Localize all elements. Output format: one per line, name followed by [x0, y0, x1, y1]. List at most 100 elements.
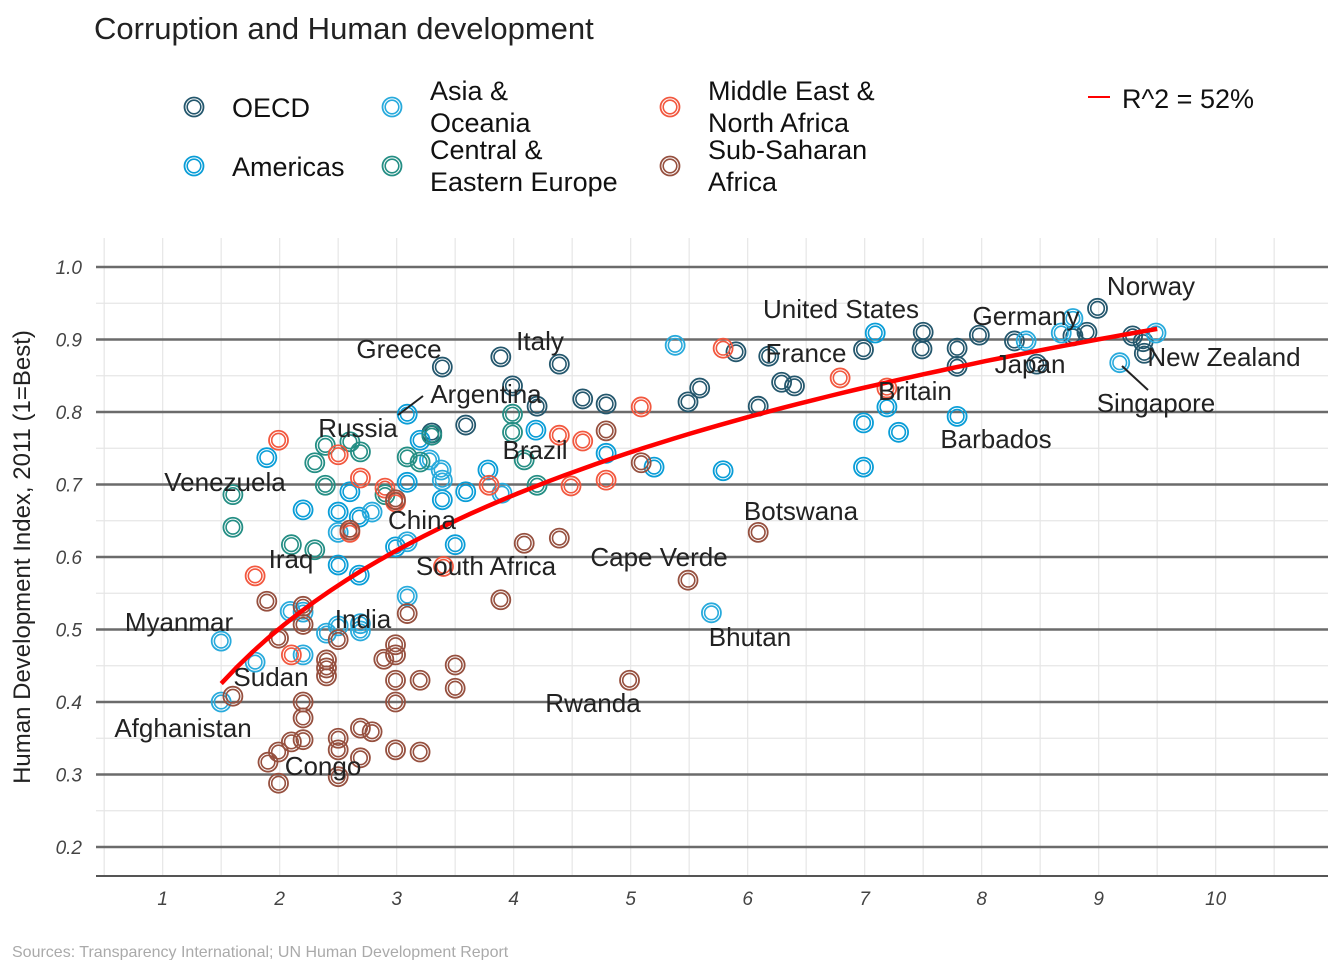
- data-point-inner: [949, 340, 965, 356]
- y-tick-label: 0.8: [56, 403, 83, 424]
- data-point: [548, 527, 570, 549]
- data-point: [350, 747, 371, 769]
- data-point-inner: [434, 359, 450, 375]
- country-label: Singapore: [1097, 388, 1216, 418]
- data-point-inner: [247, 654, 263, 670]
- data-point: [595, 420, 617, 442]
- country-label: United States: [763, 294, 919, 324]
- data-point: [304, 539, 326, 561]
- data-point-inner: [855, 342, 872, 358]
- data-point: [853, 456, 874, 478]
- data-point-inner: [1089, 300, 1106, 316]
- data-point: [595, 469, 617, 491]
- data-point: [421, 424, 443, 446]
- country-label: Cape Verde: [590, 542, 727, 572]
- data-point-inner: [377, 480, 393, 496]
- data-point-inner: [598, 423, 614, 439]
- country-labels: Norway United States Germany Greece Italy Fra…: [114, 271, 1300, 781]
- y-tick-label: 0.9: [56, 331, 83, 352]
- legend-label: OECD: [232, 93, 310, 123]
- data-point: [513, 449, 535, 471]
- data-point: [876, 377, 898, 399]
- data-point-inner: [225, 519, 241, 535]
- data-point: [339, 519, 361, 541]
- data-point: [630, 396, 652, 418]
- data-point-inner: [832, 370, 848, 386]
- trend-line: [219, 326, 1158, 686]
- data-point: [1050, 322, 1072, 344]
- data-point: [444, 534, 466, 556]
- data-point: [222, 516, 244, 538]
- data-point-inner: [295, 502, 311, 518]
- data-point: [268, 429, 289, 451]
- leader-line-singapore: [1121, 365, 1149, 391]
- data-point-inner: [504, 406, 521, 422]
- data-point: [747, 521, 769, 543]
- data-point-inner: [351, 509, 367, 525]
- data-point-inner: [551, 427, 567, 443]
- data-point-inner: [480, 462, 496, 478]
- data-point: [677, 391, 699, 413]
- data-point: [361, 501, 383, 523]
- source-note: Sources: Transparency International; UN …: [12, 944, 509, 960]
- data-point: [396, 471, 418, 493]
- data-point: [268, 741, 289, 763]
- data-point: [619, 669, 640, 691]
- legend-marker-inner: [186, 158, 202, 174]
- legend-marker-inner: [662, 99, 678, 115]
- data-point-inner: [633, 455, 649, 471]
- data-point: [490, 346, 512, 368]
- data-point: [595, 393, 617, 415]
- data-point: [327, 521, 349, 543]
- data-point: [350, 717, 371, 739]
- data-point: [316, 665, 337, 687]
- data-point: [327, 766, 349, 788]
- data-point-inner: [364, 724, 380, 740]
- data-point-inner: [330, 557, 346, 573]
- data-point: [864, 322, 886, 344]
- data-point-inner: [529, 398, 545, 414]
- data-point: [1015, 330, 1037, 352]
- data-point: [292, 601, 314, 623]
- data-point: [385, 644, 406, 666]
- data-point-inner: [225, 487, 241, 503]
- data-point-inner: [971, 327, 987, 343]
- data-point-inner: [458, 484, 474, 500]
- country-label: South Africa: [416, 551, 557, 581]
- legend-marker: [659, 155, 681, 177]
- data-point: [968, 324, 990, 346]
- data-point-inner: [1029, 356, 1045, 372]
- data-point-inner: [551, 356, 567, 372]
- data-point: [911, 338, 933, 360]
- data-point: [374, 477, 396, 499]
- legend-label: Eastern Europe: [430, 167, 618, 197]
- data-point-inner: [259, 593, 275, 609]
- data-point: [888, 421, 910, 443]
- country-label: India: [335, 604, 392, 634]
- data-point-inner: [715, 340, 731, 356]
- data-point-inner: [330, 504, 346, 520]
- data-point: [327, 615, 349, 637]
- country-label: Britain: [878, 376, 952, 406]
- data-point: [327, 554, 349, 576]
- legend-marker-inner: [662, 158, 678, 174]
- data-point: [431, 469, 453, 491]
- data-point-inner: [493, 592, 509, 608]
- data-point-inner: [318, 668, 335, 684]
- y-tick-label: 0.2: [56, 838, 83, 859]
- data-point-inner: [317, 477, 333, 493]
- data-point: [513, 532, 535, 554]
- data-point-inner: [516, 535, 532, 551]
- x-tick-label: 2: [273, 889, 285, 910]
- data-point-inner: [317, 437, 333, 453]
- data-point-inner: [295, 647, 311, 663]
- data-point: [560, 475, 582, 497]
- data-point-inner: [213, 633, 229, 649]
- data-point: [256, 447, 278, 469]
- country-label: Venezuela: [164, 467, 286, 497]
- chart-title: Corruption and Human development: [94, 11, 594, 46]
- legend-marker: [183, 96, 205, 118]
- country-label: Brazil: [502, 435, 567, 465]
- data-point: [1087, 297, 1108, 319]
